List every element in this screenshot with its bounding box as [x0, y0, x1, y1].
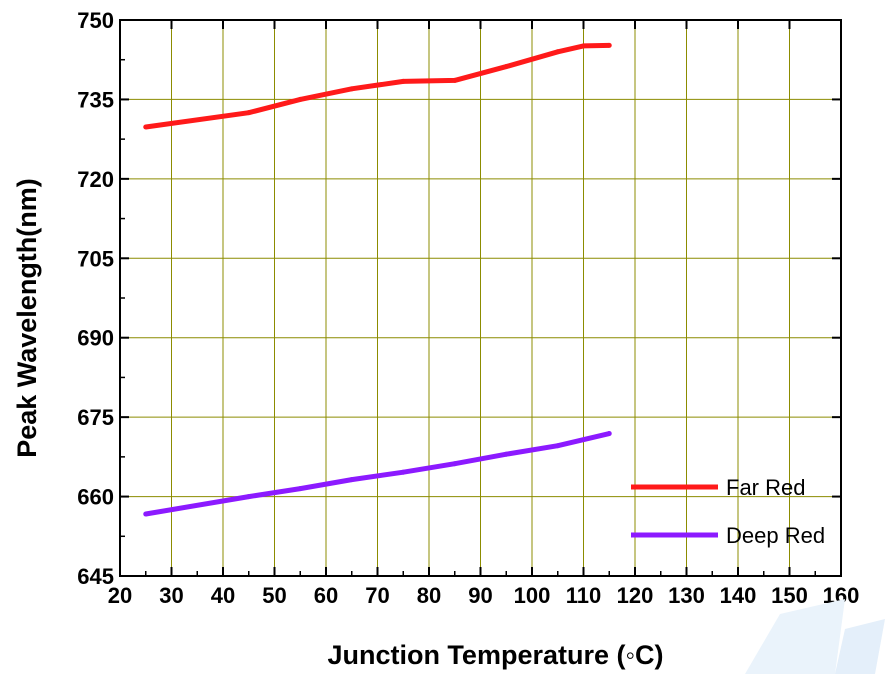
data-point-deep-red [349, 477, 355, 483]
watermark-shape [745, 599, 845, 674]
x-tick-label: 40 [211, 583, 235, 608]
y-tick-label: 720 [77, 167, 114, 192]
y-tick-labels: 645 660 675 690 705 720 735 750 [77, 8, 114, 589]
x-tick-label: 150 [771, 583, 808, 608]
data-point-deep-red [246, 494, 252, 500]
x-tick-label: 70 [365, 583, 389, 608]
data-point-far-red [349, 86, 355, 92]
x-tick-label: 120 [617, 583, 654, 608]
data-point-deep-red [555, 443, 561, 449]
data-point-deep-red [297, 486, 303, 492]
data-point-deep-red [400, 469, 406, 475]
series-layer [143, 42, 612, 517]
data-point-far-red [581, 43, 586, 49]
y-tick-label: 705 [77, 246, 114, 271]
y-tick-label: 645 [77, 564, 114, 589]
watermark-logo [745, 599, 885, 674]
x-tick-label: 80 [417, 583, 441, 608]
data-point-deep-red [503, 451, 509, 457]
watermark-shape-2 [835, 619, 885, 674]
x-axis-title: Junction Temperature (◦C) [327, 640, 663, 670]
legend-label-far-red: Far Red [726, 475, 805, 500]
x-tick-label: 30 [159, 583, 183, 608]
data-point-far-red [297, 96, 303, 102]
grid [120, 20, 841, 576]
data-point-far-red [400, 78, 406, 84]
x-tick-label: 130 [668, 583, 705, 608]
x-tick-label: 20 [108, 583, 132, 608]
y-tick-label: 750 [77, 8, 114, 33]
y-tick-label: 660 [77, 485, 114, 510]
data-point-far-red [503, 64, 509, 70]
plot-frame [119, 19, 842, 577]
x-tick-label: 100 [514, 583, 551, 608]
x-tick-labels: 20 30 40 50 60 70 80 90 100 110 120 130 140 150 160 [108, 583, 860, 608]
data-point-deep-red [452, 461, 458, 467]
data-point-far-red [606, 42, 612, 48]
data-point-far-red [143, 124, 149, 130]
legend: Far Red Deep Red [631, 475, 825, 548]
data-point-deep-red [143, 511, 149, 517]
legend-label-deep-red: Deep Red [726, 523, 825, 548]
data-point-far-red [555, 49, 561, 55]
x-tick-label: 50 [262, 583, 286, 608]
x-tick-label: 140 [720, 583, 757, 608]
x-tick-label: 60 [314, 583, 338, 608]
x-tick-label: 110 [566, 583, 602, 608]
y-axis-title: Peak Wavelength(nm) [12, 178, 42, 458]
data-point-deep-red [606, 431, 612, 437]
series-line-far-red [145, 42, 610, 130]
y-tick-label: 690 [77, 326, 114, 351]
data-point-far-red [452, 77, 458, 83]
y-tick-label: 735 [77, 87, 114, 112]
y-tick-label: 675 [77, 405, 114, 430]
x-tick-label: 90 [468, 583, 492, 608]
data-point-far-red [246, 110, 252, 116]
